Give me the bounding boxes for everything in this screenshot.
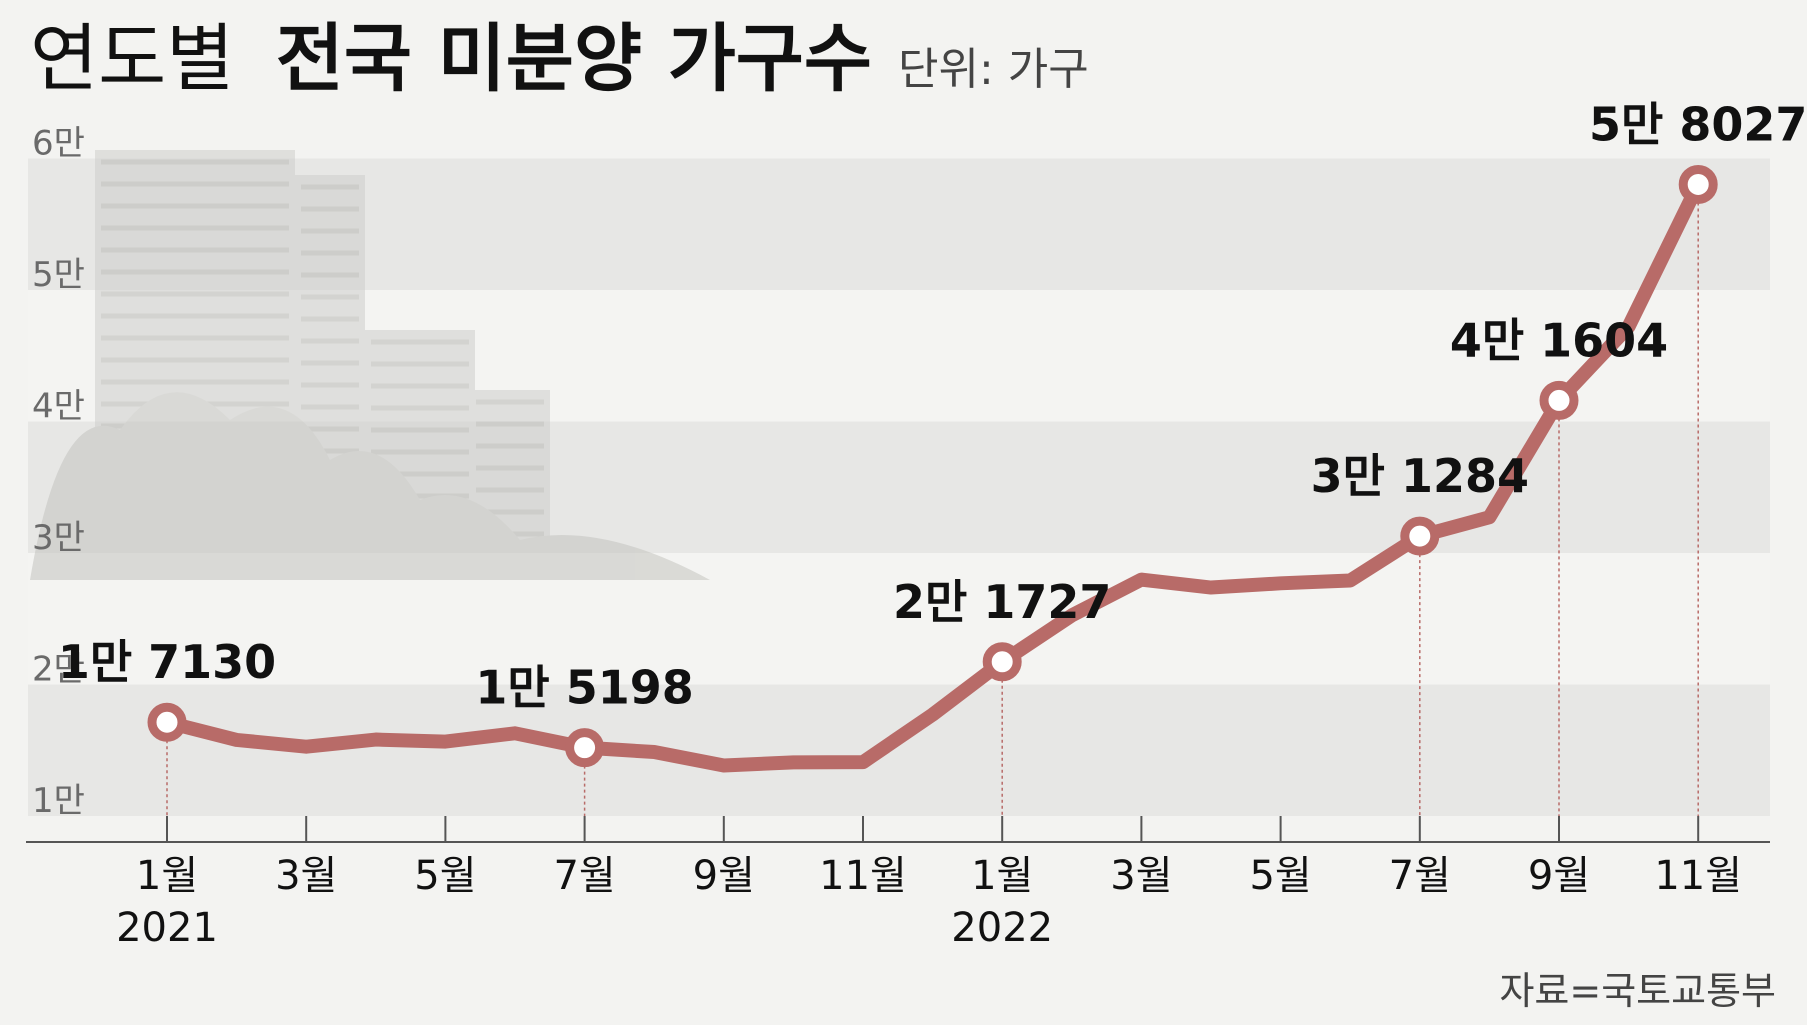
data-label: 1만 7130 bbox=[58, 635, 276, 689]
x-axis bbox=[26, 816, 1770, 843]
x-tick-label: 3월 bbox=[275, 853, 337, 899]
data-labels: 1만 7130 1만 5198 2만 1727 3만 1284 4만 1604 5만 80… bbox=[58, 97, 1807, 714]
y-tick-label: 6만 bbox=[32, 124, 85, 164]
data-point bbox=[1400, 516, 1440, 556]
x-tick-label: 1월 bbox=[971, 853, 1033, 899]
y-tick-label: 2만 bbox=[32, 650, 85, 690]
highlight-guide-lines bbox=[166, 184, 1699, 816]
x-tick-label: 9월 bbox=[1528, 853, 1590, 899]
x-tick-year-label: 2022 bbox=[951, 905, 1053, 951]
data-point bbox=[565, 728, 605, 768]
title-prefix: 연도별 bbox=[30, 16, 234, 102]
x-axis-tick-labels: 1월 2021 3월 5월 7월 9월 11월 1월 2022 3월 5월 7월 9월 11월 bbox=[116, 853, 1742, 951]
data-point bbox=[982, 642, 1022, 682]
title-main: 전국 미분양 가구수 bbox=[276, 16, 872, 102]
data-label: 3만 1284 bbox=[1311, 449, 1529, 503]
series-line bbox=[160, 177, 1706, 773]
data-point bbox=[1678, 164, 1718, 204]
data-point bbox=[147, 702, 187, 742]
apartment-buildings-illustration bbox=[30, 150, 710, 580]
y-tick-label: 3만 bbox=[32, 518, 85, 558]
x-tick-label: 5월 bbox=[414, 853, 476, 899]
source-note: 자료=국토교통부 bbox=[1499, 969, 1776, 1013]
series-line-group bbox=[160, 177, 1706, 773]
x-tick-label: 11월 bbox=[819, 853, 907, 899]
data-label: 1만 5198 bbox=[475, 661, 693, 715]
x-tick-label: 11월 bbox=[1654, 853, 1742, 899]
x-tick-label: 3월 bbox=[1110, 853, 1172, 899]
trees bbox=[30, 392, 710, 580]
x-tick-year-label: 2021 bbox=[116, 905, 218, 951]
y-tick-label: 4만 bbox=[32, 387, 85, 427]
data-points bbox=[147, 164, 1718, 768]
x-tick-label: 7월 bbox=[1389, 853, 1451, 899]
x-tick-label: 7월 bbox=[553, 853, 615, 899]
x-tick-label: 9월 bbox=[693, 853, 755, 899]
y-axis-ticks: 1만 2만 3만 4만 5만 6만 bbox=[32, 124, 85, 822]
x-tick-label: 5월 bbox=[1249, 853, 1311, 899]
unit-label: 단위: 가구 bbox=[898, 44, 1089, 95]
data-label: 5만 8027 bbox=[1589, 97, 1807, 151]
data-label: 4만 1604 bbox=[1450, 313, 1668, 367]
x-tick-label: 1월 bbox=[136, 853, 198, 899]
data-point bbox=[1539, 380, 1579, 420]
data-label: 2만 1727 bbox=[893, 575, 1111, 629]
y-tick-label: 1만 bbox=[32, 781, 85, 821]
y-tick-label: 5만 bbox=[32, 255, 85, 295]
chart-title: 연도별 전국 미분양 가구수 bbox=[30, 16, 872, 102]
